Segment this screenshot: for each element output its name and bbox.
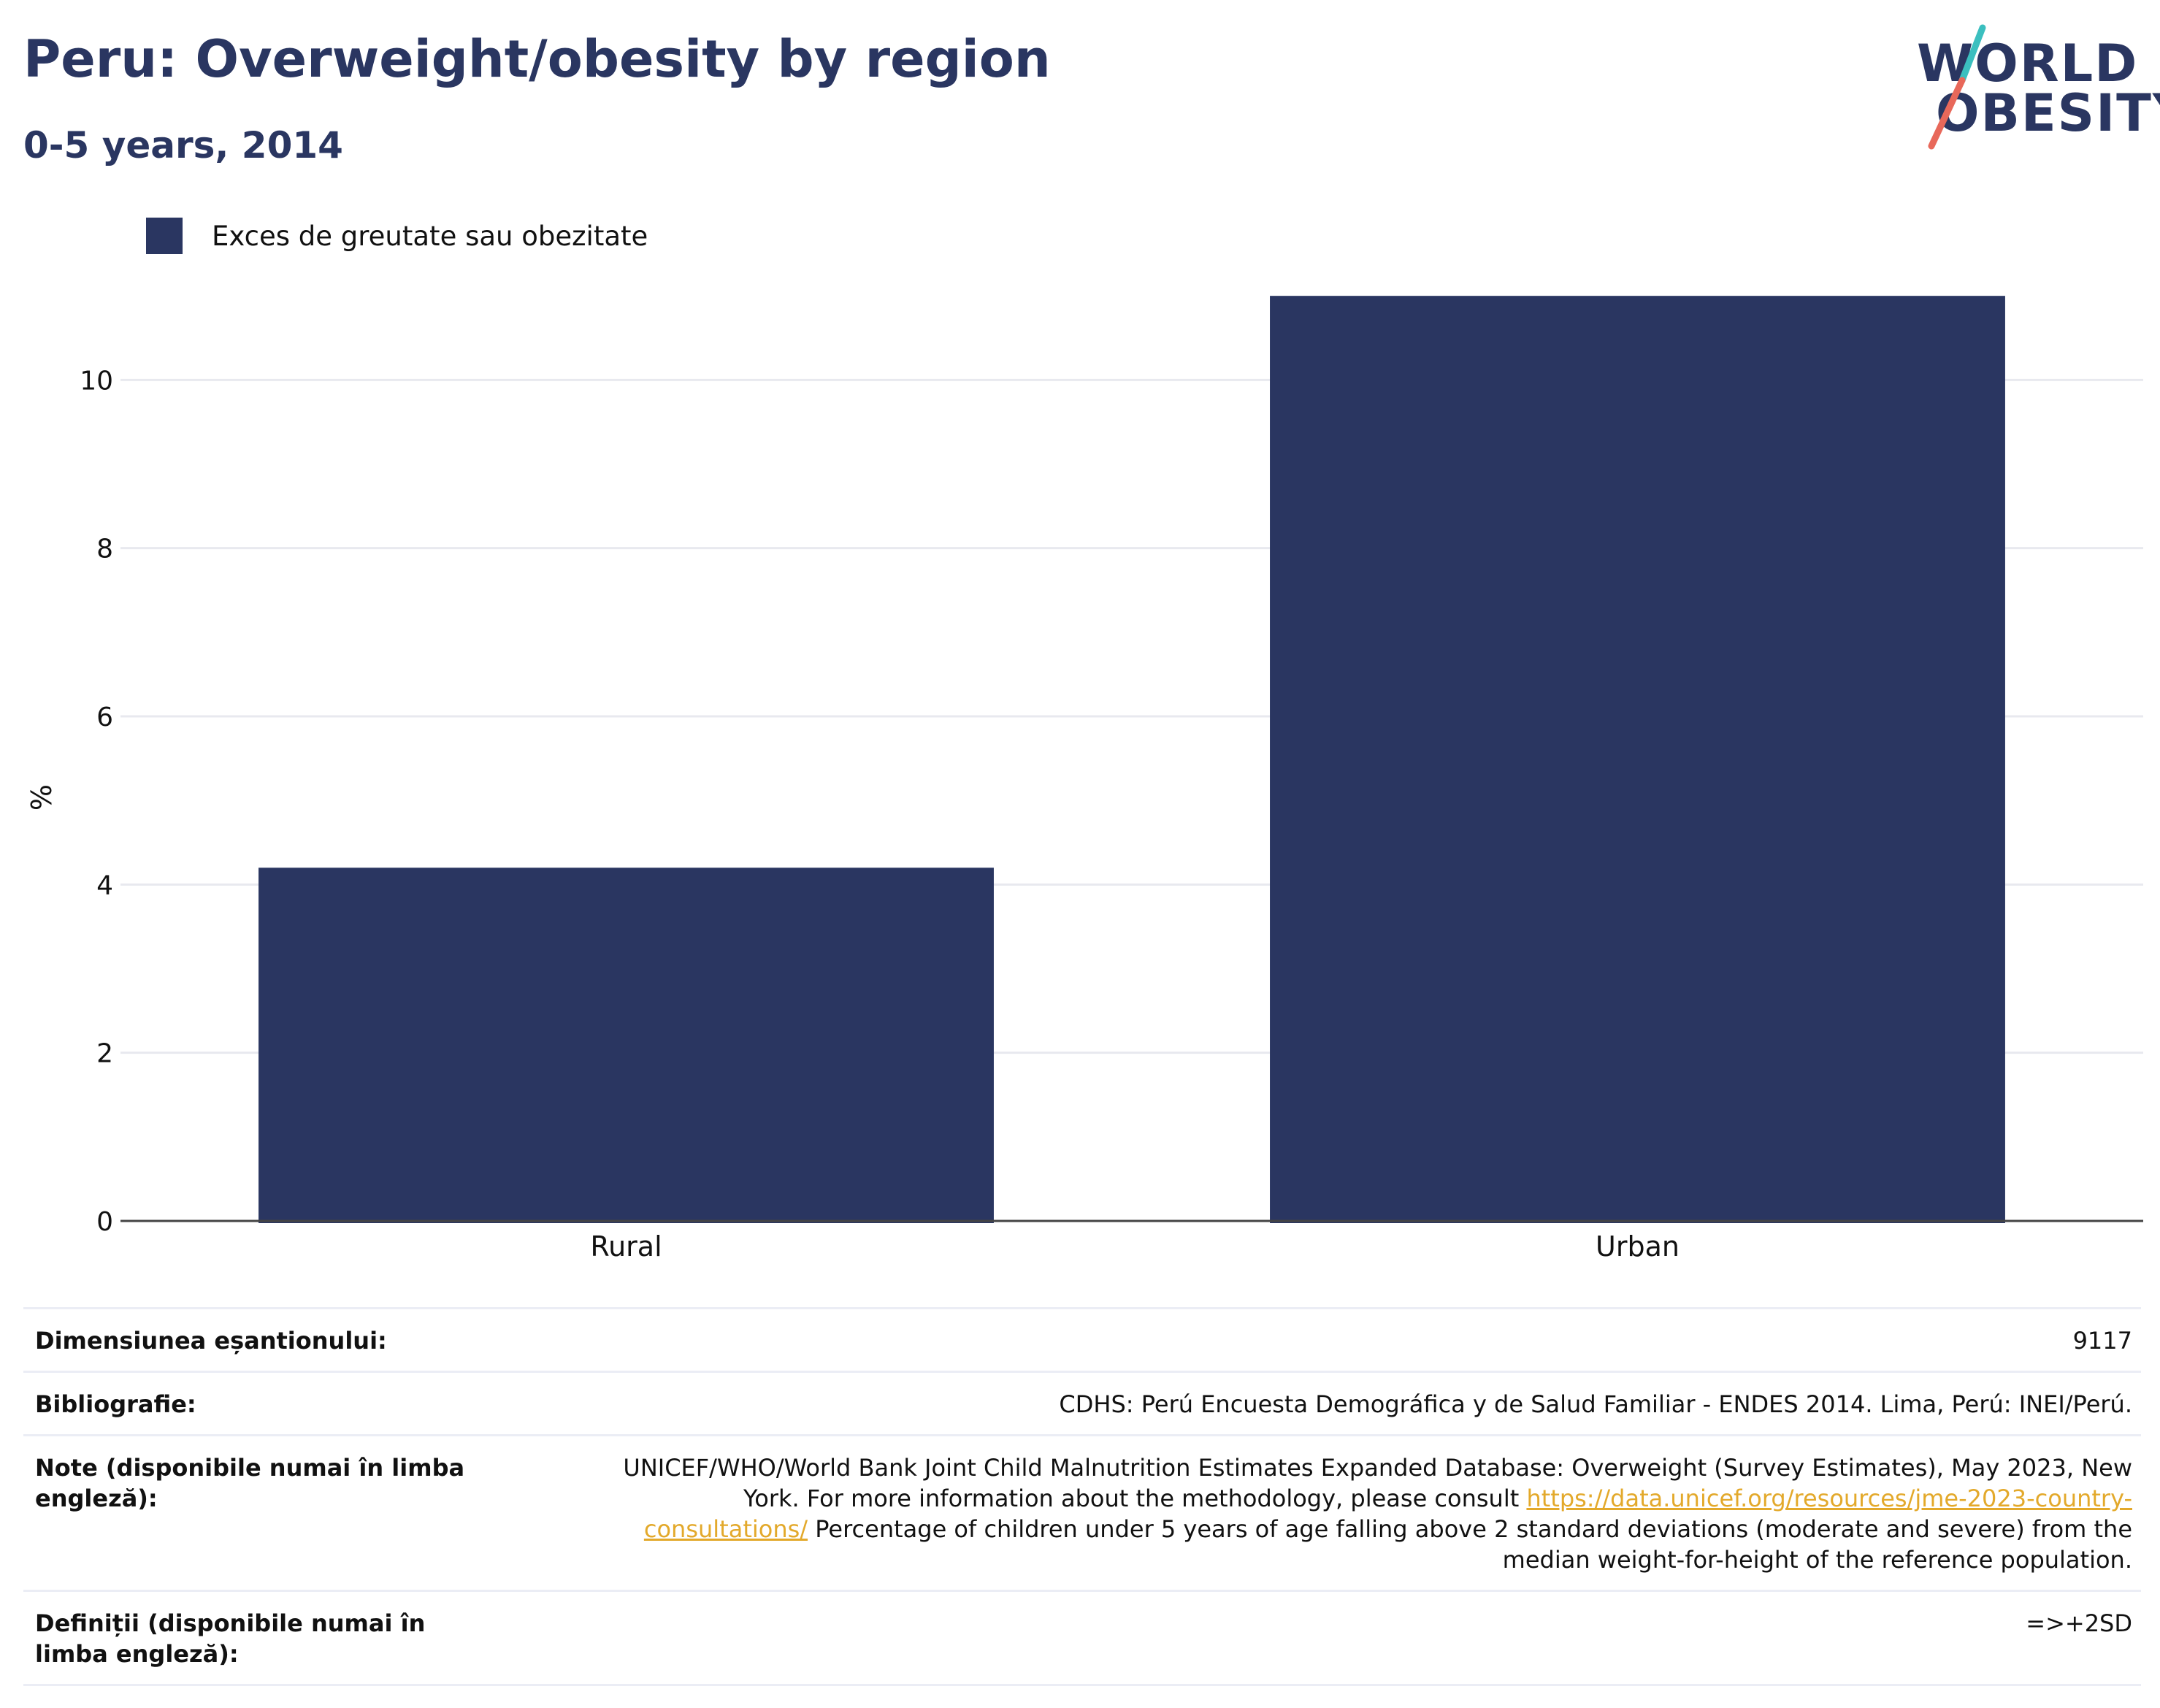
chart-subtitle: 0-5 years, 2014 — [23, 124, 343, 166]
notes-label: Note (disponibile numai în limba engleză… — [35, 1454, 465, 1512]
legend: Exces de greutate sau obezitate — [146, 218, 648, 254]
info-row-bibliography: Bibliografie: CDHS: Perú Encuesta Demogr… — [23, 1371, 2141, 1434]
y-tick-label: 10 — [80, 366, 113, 396]
notes-text-2: Percentage of children under 5 years of … — [815, 1515, 2132, 1574]
bibliography-label: Bibliografie: — [35, 1390, 196, 1418]
bar — [258, 868, 994, 1223]
notes-text-1: UNICEF/WHO/World Bank Joint Child Malnut… — [623, 1454, 2132, 1512]
x-tick-label: Urban — [1596, 1230, 1680, 1263]
info-row-notes: Note (disponibile numai în limba engleză… — [23, 1434, 2141, 1590]
bibliography-value: CDHS: Perú Encuesta Demográfica y de Sal… — [1059, 1390, 2132, 1418]
sample-size-label: Dimensiunea eșantionului: — [35, 1327, 387, 1355]
y-tick-label: 4 — [96, 870, 113, 900]
info-row-definitions: Definiții (disponibile numai în limba en… — [23, 1590, 2141, 1686]
sample-size-value: 9117 — [2072, 1327, 2132, 1355]
logo-line-2: OBESITY — [1936, 83, 2160, 143]
y-tick-label: 8 — [96, 535, 113, 564]
definitions-value: =>+2SD — [2026, 1609, 2132, 1637]
info-table: Dimensiunea eșantionului: 9117 Bibliogra… — [23, 1307, 2141, 1686]
chart-title: Peru: Overweight/obesity by region — [23, 29, 1051, 89]
definitions-label: Definiții (disponibile numai în limba en… — [35, 1609, 426, 1668]
notes-link[interactable]: https://data.unicef.org/resources/jme-20… — [643, 1485, 2132, 1543]
y-tick-label: 2 — [96, 1039, 113, 1069]
y-axis-label: % — [26, 784, 58, 811]
x-tick-label: Rural — [590, 1230, 662, 1263]
y-tick-label: 0 — [96, 1207, 113, 1237]
y-tick-label: 6 — [96, 702, 113, 732]
notes-value: UNICEF/WHO/World Bank Joint Child Malnut… — [599, 1452, 2132, 1575]
bar — [1270, 296, 2005, 1224]
logo-line-1: WORLD — [1917, 34, 2139, 93]
legend-swatch — [146, 218, 183, 254]
world-obesity-logo: WORLD OBESITY — [1910, 15, 2160, 153]
info-row-sample-size: Dimensiunea eșantionului: 9117 — [23, 1307, 2141, 1371]
legend-label: Exces de greutate sau obezitate — [212, 220, 648, 252]
bar-chart: % 0 2 4 6 8 10 Rural Urban — [26, 296, 2143, 1263]
logo-slash-icon — [1928, 24, 1986, 150]
